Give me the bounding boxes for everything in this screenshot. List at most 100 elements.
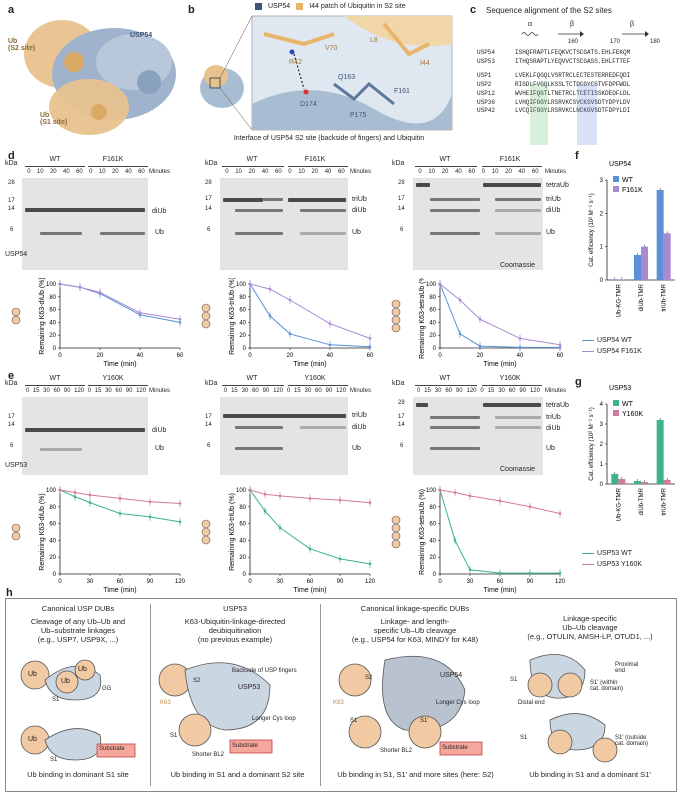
h-foot-1: Ub binding in dominant S1 site bbox=[27, 770, 129, 779]
data-point bbox=[453, 491, 457, 494]
h-distal: Distal end bbox=[518, 700, 545, 706]
data-point bbox=[518, 346, 522, 349]
h-s1-1: S1 bbox=[52, 697, 60, 703]
x-axis-label: Time (min) bbox=[483, 587, 516, 594]
panel-label-d: d bbox=[8, 150, 15, 162]
chart-d-tetraub: 0 20 40 60 80 100 0 20 40 60 Time (min) Remaining K… bbox=[391, 278, 564, 368]
bar bbox=[641, 246, 648, 280]
alignment-row: USP54 ISHQFRAPTLFEQKVCTSCGATS.EHLFEKQM bbox=[477, 49, 631, 56]
legend-swatch bbox=[613, 400, 619, 406]
x-tick-label: 0 bbox=[438, 353, 442, 359]
y-tick-label: 3 bbox=[600, 178, 604, 184]
h-within: S1′ (within cat. domain) bbox=[590, 680, 624, 692]
chart-e-diub: 0 20 40 60 80 100 0 30 60 90 120 Time (min) Remainin… bbox=[11, 486, 186, 594]
legend-label: WT bbox=[622, 177, 634, 184]
data-point bbox=[138, 311, 142, 315]
chart-title: USP53 bbox=[609, 385, 631, 392]
x-tick-label: 120 bbox=[555, 579, 566, 585]
bar bbox=[656, 190, 664, 280]
y-tick-label: 0 bbox=[53, 572, 57, 578]
ub-chain-icon bbox=[11, 531, 21, 541]
x-tick-label: 60 bbox=[367, 353, 374, 359]
x-axis-label: Time (min) bbox=[483, 361, 516, 368]
x-tick-label: 60 bbox=[117, 579, 124, 585]
bar bbox=[663, 233, 671, 280]
h-ub-2: Ub bbox=[61, 678, 70, 685]
y-tick-label: 40 bbox=[239, 538, 246, 544]
h-backside: Backside of USP fingers bbox=[232, 668, 297, 674]
y-tick-label: 20 bbox=[239, 333, 246, 339]
series-line bbox=[439, 489, 560, 574]
data-point bbox=[518, 337, 522, 340]
band-diub: diUb bbox=[152, 208, 167, 215]
legend-label-usp54: USP54 bbox=[268, 3, 291, 10]
h-ub-1: Ub bbox=[28, 671, 37, 678]
h-col-1: Canonical USP DUBs Cleavage of any Ub–Ub… bbox=[30, 604, 126, 644]
ub-chain-icon bbox=[391, 315, 401, 325]
chart-e-tetraub: 0 20 40 60 80 100 0 30 60 90 120 Time (min) Remainin… bbox=[391, 486, 566, 594]
ub-chain-icon bbox=[11, 307, 21, 317]
x-tick-label: diUb-TMR bbox=[639, 487, 645, 515]
ub-chain-icon bbox=[391, 323, 401, 333]
label-ub-s2: Ub (S2 site) bbox=[8, 38, 36, 52]
data-point bbox=[118, 497, 122, 500]
y-tick-label: 0 bbox=[433, 346, 437, 352]
y-tick-label: 40 bbox=[49, 538, 56, 544]
data-point bbox=[328, 322, 332, 325]
y-tick-label: 80 bbox=[239, 505, 246, 511]
data-point bbox=[338, 498, 342, 502]
enzyme-usp53: USP53 bbox=[5, 462, 28, 469]
x-tick-label: 120 bbox=[365, 579, 376, 585]
data-point bbox=[263, 509, 267, 513]
ub-chain-icon bbox=[391, 523, 401, 533]
data-point bbox=[368, 345, 372, 349]
y-tick-label: 60 bbox=[239, 522, 246, 528]
x-tick-label: 90 bbox=[527, 579, 534, 585]
x-tick-label: 0 bbox=[438, 579, 442, 585]
ub-chain-icon bbox=[201, 319, 211, 329]
h-col-4: Linkage-specific Ub–Ub cleavage (e.g., O… bbox=[527, 614, 653, 641]
label-ub-s1: Ub (S1 site) bbox=[40, 112, 68, 126]
h-foot-3: Ub binding in S1, S1′ and more sites (he… bbox=[337, 770, 494, 779]
data-point bbox=[178, 520, 182, 524]
data-point bbox=[148, 515, 152, 519]
x-tick-label: 0 bbox=[248, 353, 252, 359]
y-tick-label: 80 bbox=[49, 295, 56, 301]
ub-chain-icon bbox=[11, 315, 21, 325]
bar bbox=[663, 480, 671, 484]
ss-beta-1: β bbox=[570, 21, 575, 28]
data-point bbox=[178, 317, 182, 321]
h-s1-6: S1 bbox=[520, 735, 528, 741]
data-point bbox=[478, 317, 482, 321]
ub-chain-icon bbox=[391, 299, 401, 309]
ub-chain-icon bbox=[201, 303, 211, 313]
x-tick-label: 0 bbox=[58, 579, 62, 585]
y-tick-label: 80 bbox=[429, 505, 436, 511]
band-ub: Ub bbox=[155, 229, 164, 236]
x-tick-label: diUb-TMR bbox=[639, 283, 645, 311]
y-tick-label: 1 bbox=[600, 245, 604, 251]
bar bbox=[634, 255, 641, 280]
y-axis-label: Cat. efficiency (10² M⁻¹ s⁻¹) bbox=[589, 193, 595, 267]
y-axis-label: Cat. efficiency (10² M⁻¹ s⁻¹) bbox=[589, 407, 595, 481]
x-tick-label: 20 bbox=[477, 353, 484, 359]
residue-p175: P175 bbox=[350, 112, 367, 119]
h-ub-4: Ub bbox=[28, 736, 37, 743]
bar bbox=[611, 279, 619, 280]
bar bbox=[656, 420, 664, 484]
y-tick-label: 20 bbox=[429, 333, 436, 339]
alignment-highlight-blue bbox=[577, 83, 597, 145]
y-tick-label: 0 bbox=[600, 278, 604, 284]
x-axis-label: Time (min) bbox=[293, 587, 326, 594]
ub-chain-icon bbox=[391, 539, 401, 549]
chart-d-diub: 0 20 40 60 80 100 0 20 40 60 Time (min) Remaining K… bbox=[11, 278, 184, 368]
ss-arrows bbox=[521, 31, 649, 37]
y-tick-label: 0 bbox=[243, 346, 247, 352]
x-axis-label: Time (min) bbox=[103, 361, 136, 368]
pos-170: 170 bbox=[610, 39, 621, 45]
bar bbox=[618, 279, 626, 280]
y-tick-label: 40 bbox=[239, 320, 246, 326]
ub-chain-icon bbox=[11, 523, 21, 533]
data-point bbox=[438, 282, 442, 286]
alignment-row: USP42 LVCQIFGGYLRSRVKCLNCKGVSDTFDPYLDI bbox=[477, 107, 631, 115]
